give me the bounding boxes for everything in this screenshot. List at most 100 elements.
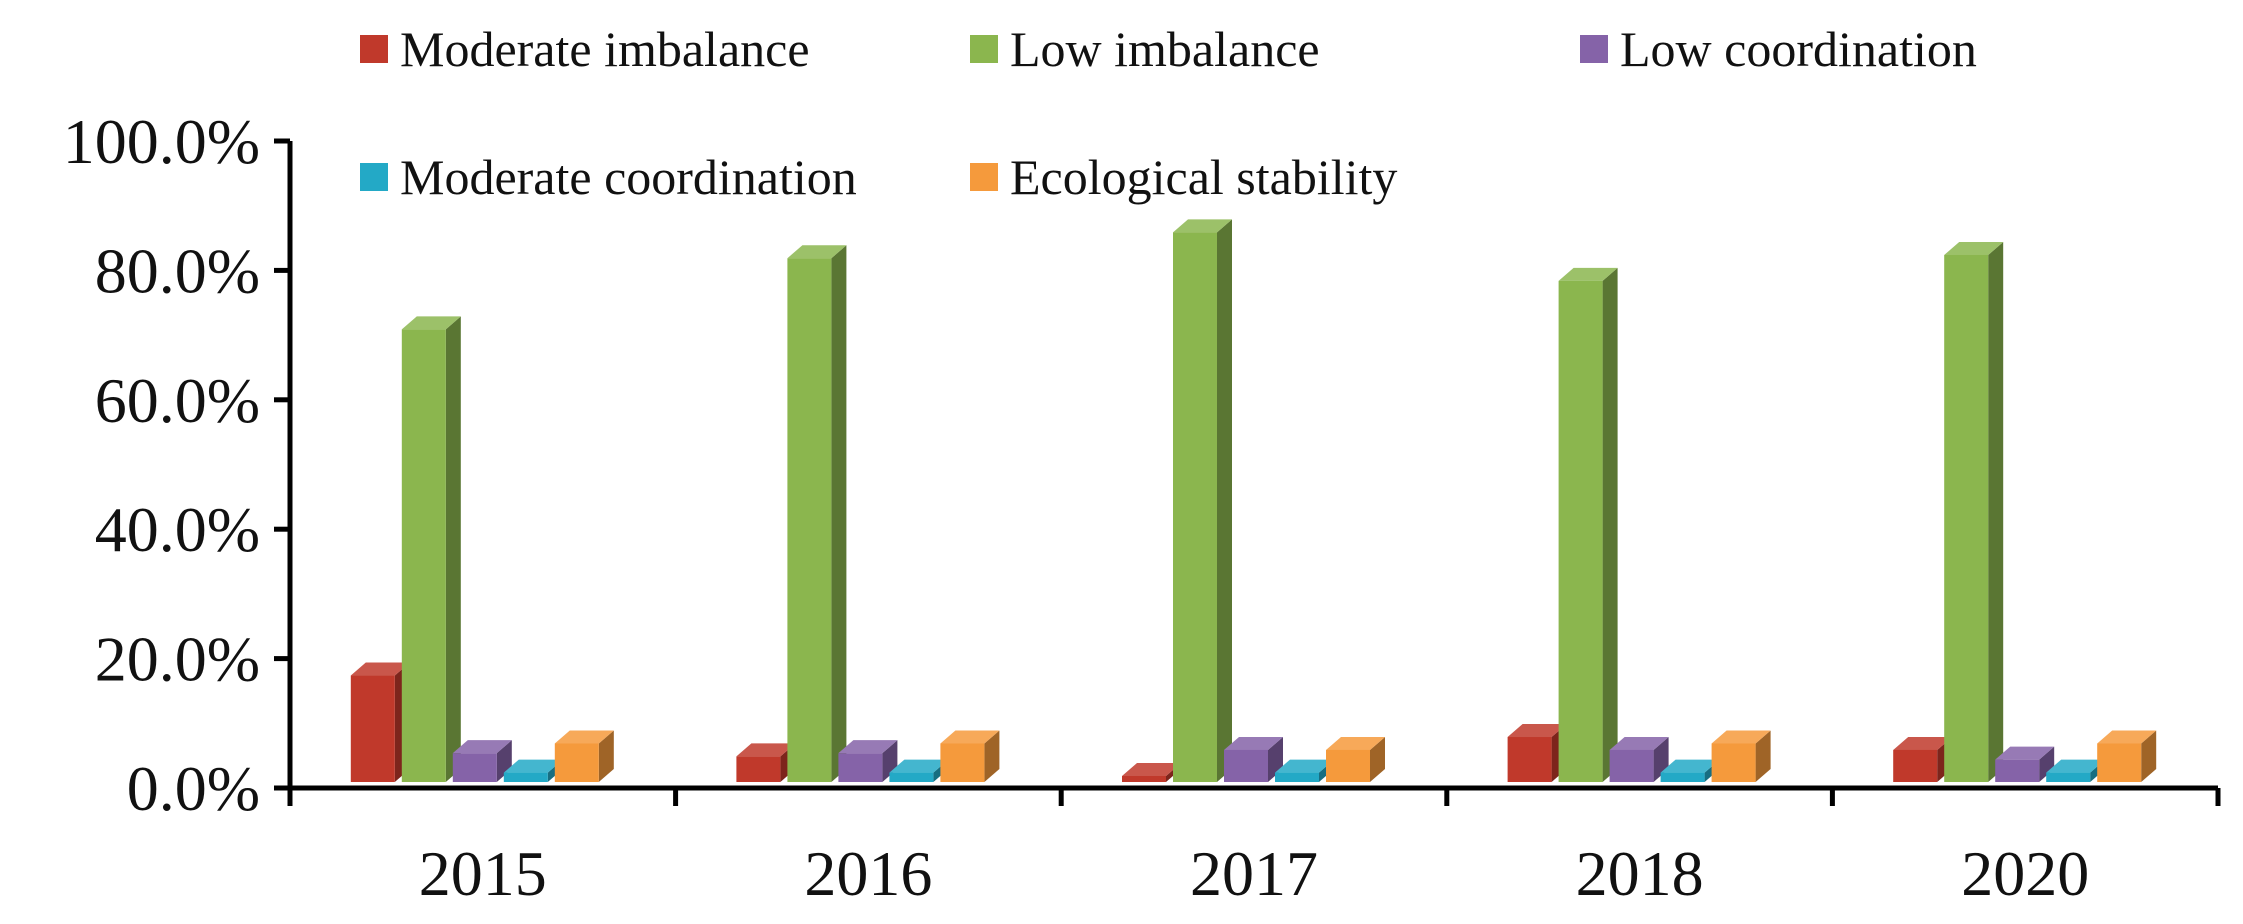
bar-front bbox=[2046, 772, 2091, 782]
bar-top bbox=[1173, 219, 1232, 233]
bar-top bbox=[1275, 759, 1334, 773]
bar-front bbox=[1995, 759, 2040, 782]
bar-front bbox=[1609, 749, 1654, 782]
bar bbox=[1711, 730, 1771, 782]
bar bbox=[1275, 759, 1334, 782]
bar-front bbox=[787, 258, 832, 783]
bar bbox=[1122, 763, 1181, 782]
bar-side bbox=[445, 316, 461, 782]
bar-front bbox=[1944, 254, 1989, 783]
bar-top bbox=[1558, 267, 1618, 281]
bar-top bbox=[940, 730, 1000, 744]
legend-label: Moderate coordination bbox=[400, 149, 857, 205]
bar bbox=[787, 245, 847, 783]
bar-front bbox=[350, 675, 395, 782]
bar bbox=[2046, 759, 2106, 782]
x-tick-label: 2018 bbox=[1576, 838, 1704, 909]
bar bbox=[503, 759, 563, 782]
bar-top bbox=[1995, 746, 2055, 760]
bar-top bbox=[1944, 241, 2004, 255]
bar bbox=[2097, 730, 2157, 782]
bar-front bbox=[1275, 772, 1319, 782]
bar-front bbox=[940, 743, 985, 782]
bar bbox=[1326, 736, 1385, 782]
bar-front bbox=[1173, 232, 1217, 783]
y-tick-label: 100.0% bbox=[63, 106, 260, 177]
bar-top bbox=[787, 245, 847, 259]
legend-swatch bbox=[360, 35, 388, 63]
bar-side bbox=[831, 245, 847, 783]
bar-front bbox=[554, 743, 599, 782]
bar-front bbox=[1326, 749, 1370, 782]
bar-top bbox=[1122, 763, 1181, 776]
bar-top bbox=[554, 730, 614, 744]
bar bbox=[1944, 241, 2004, 783]
y-tick-label: 20.0% bbox=[95, 624, 260, 695]
bar bbox=[401, 316, 461, 782]
y-tick-label: 80.0% bbox=[95, 235, 260, 306]
x-tick-label: 2015 bbox=[419, 838, 547, 909]
y-axis: 0.0% 20.0% 40.0% 60.0% 80.0% 100.0% bbox=[63, 106, 293, 824]
x-tick-label: 2020 bbox=[1961, 838, 2089, 909]
bar bbox=[1609, 736, 1669, 782]
legend: Moderate imbalance Low imbalance Low coord… bbox=[360, 21, 1977, 205]
bar bbox=[838, 740, 898, 782]
bar bbox=[940, 730, 1000, 782]
bar-top bbox=[1660, 759, 1720, 773]
bar-side bbox=[1370, 736, 1385, 782]
legend-item: Low coordination bbox=[1580, 21, 1977, 77]
bar-top bbox=[838, 740, 898, 754]
bar-front bbox=[401, 329, 446, 782]
bar bbox=[1173, 219, 1232, 783]
bar-top bbox=[1711, 730, 1771, 744]
bar-top bbox=[452, 740, 512, 754]
bar-front bbox=[503, 772, 548, 782]
legend-swatch bbox=[1580, 35, 1608, 63]
legend-swatch bbox=[360, 163, 388, 191]
bar-front bbox=[1507, 737, 1552, 782]
bar-side bbox=[984, 730, 1000, 782]
bar-top bbox=[401, 316, 461, 330]
bar bbox=[350, 662, 410, 782]
bar bbox=[554, 730, 614, 782]
bar-top bbox=[1609, 736, 1669, 750]
bar bbox=[889, 759, 949, 782]
bar-side bbox=[598, 730, 614, 782]
bar-front bbox=[889, 772, 934, 782]
legend-item: Ecological stability bbox=[970, 149, 1397, 205]
bar bbox=[1660, 759, 1720, 782]
x-axis: 2015 2016 2017 2018 2020 bbox=[287, 785, 2221, 909]
legend-swatch bbox=[970, 163, 998, 191]
bar-front bbox=[838, 753, 883, 782]
bar-top bbox=[503, 759, 563, 773]
legend-item: Moderate imbalance bbox=[360, 21, 810, 77]
x-tick-label: 2016 bbox=[804, 838, 932, 909]
bar-front bbox=[1893, 749, 1938, 782]
bar bbox=[452, 740, 512, 782]
bar-front bbox=[452, 753, 497, 782]
bar bbox=[736, 743, 796, 782]
bar-front bbox=[736, 756, 781, 782]
bar-top bbox=[1893, 736, 1953, 750]
y-tick-label: 40.0% bbox=[95, 494, 260, 565]
bar-side bbox=[2039, 746, 2055, 782]
bar bbox=[1995, 746, 2055, 782]
bar-front bbox=[1711, 743, 1756, 782]
bar-front bbox=[1660, 772, 1705, 782]
legend-label: Low coordination bbox=[1620, 21, 1977, 77]
bar-side bbox=[1988, 241, 2004, 783]
bar-front bbox=[2097, 743, 2142, 782]
bar-top bbox=[1326, 736, 1385, 750]
bar bbox=[1893, 736, 1953, 782]
bars bbox=[350, 219, 2157, 783]
bar-top bbox=[350, 662, 410, 676]
bar-top bbox=[2046, 759, 2106, 773]
legend-label: Ecological stability bbox=[1010, 149, 1397, 205]
legend-swatch bbox=[970, 35, 998, 63]
x-tick-label: 2017 bbox=[1190, 838, 1318, 909]
bar bbox=[1507, 724, 1567, 782]
bar-side bbox=[2141, 730, 2157, 782]
bar-top bbox=[2097, 730, 2157, 744]
bar-side bbox=[1755, 730, 1771, 782]
